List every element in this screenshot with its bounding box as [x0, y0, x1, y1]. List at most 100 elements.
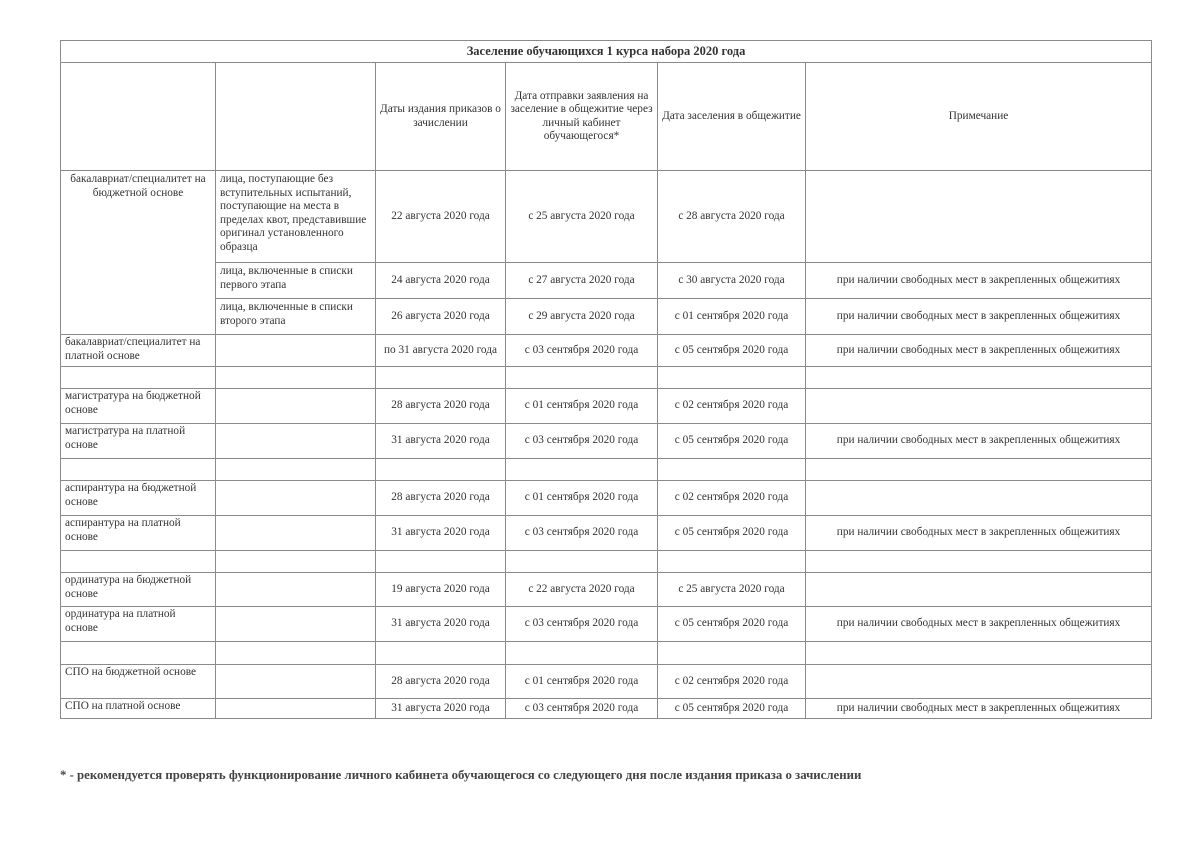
order-date-cell: 31 августа 2020 года: [375, 698, 506, 719]
note-cell: при наличии свободных мест в закрепленны…: [804, 698, 1153, 719]
order-date-cell: 22 августа 2020 года: [375, 170, 506, 263]
category-cell: бакалавриат/специалитет на бюджетной осн…: [60, 170, 216, 335]
empty-cell: [215, 366, 376, 389]
note-cell: при наличии свободных мест в закрепленны…: [804, 423, 1153, 459]
empty-cell: [804, 641, 1153, 665]
note-cell: при наличии свободных мест в закрепленны…: [804, 515, 1153, 551]
category-cell: ординатура на платной основе: [60, 606, 216, 642]
empty-cell: [505, 550, 658, 573]
empty-cell: [657, 641, 806, 665]
table-row: бакалавриат/специалитет на платной основ…: [60, 334, 1153, 367]
subcategory-cell: [215, 515, 376, 551]
apply-date-cell: с 29 августа 2020 года: [505, 298, 658, 335]
move-date-cell: с 05 сентября 2020 года: [657, 515, 806, 551]
empty-cell: [215, 641, 376, 665]
order-date-cell: 19 августа 2020 года: [375, 572, 506, 607]
table-row: магистратура на платной основе 31 августа…: [60, 423, 1153, 459]
empty-cell: [60, 641, 216, 665]
note-cell: при наличии свободных мест в закрепленны…: [804, 298, 1153, 335]
empty-cell: [804, 458, 1153, 481]
empty-cell: [804, 366, 1153, 389]
move-date-cell: с 02 сентября 2020 года: [657, 664, 806, 699]
subcategory-cell: лица, включенные в списки второго этапа: [215, 298, 376, 335]
move-date-cell: с 05 сентября 2020 года: [657, 334, 806, 367]
table-row: СПО на платной основе 31 августа 2020 год…: [60, 698, 1153, 719]
move-date-cell: с 01 сентября 2020 года: [657, 298, 806, 335]
category-cell: СПО на бюджетной основе: [60, 664, 216, 699]
apply-date-cell: с 03 сентября 2020 года: [505, 423, 658, 459]
housing-schedule-table: Заселение обучающихся 1 курса набора 202…: [59, 40, 1153, 719]
empty-cell: [657, 550, 806, 573]
category-cell: ординатура на бюджетной основе: [60, 572, 216, 607]
empty-cell: [60, 366, 216, 389]
empty-cell: [505, 366, 658, 389]
empty-cell: [375, 458, 506, 481]
order-date-cell: 31 августа 2020 года: [375, 606, 506, 642]
apply-date-cell: с 01 сентября 2020 года: [505, 664, 658, 699]
empty-cell: [657, 366, 806, 389]
empty-row: [60, 366, 1153, 389]
column-header: [215, 62, 376, 171]
empty-cell: [215, 550, 376, 573]
category-cell: аспирантура на платной основе: [60, 515, 216, 551]
category-cell: магистратура на платной основе: [60, 423, 216, 459]
empty-cell: [804, 550, 1153, 573]
apply-date-cell: с 01 сентября 2020 года: [505, 388, 658, 424]
category-cell: аспирантура на бюджетной основе: [60, 480, 216, 516]
table-row: аспирантура на платной основе 31 августа …: [60, 515, 1153, 551]
empty-cell: [215, 458, 376, 481]
subcategory-cell: [215, 388, 376, 424]
order-date-cell: 28 августа 2020 года: [375, 480, 506, 516]
column-header-note: Примечание: [804, 62, 1153, 171]
empty-cell: [60, 550, 216, 573]
empty-cell: [505, 458, 658, 481]
apply-date-cell: с 27 августа 2020 года: [505, 262, 658, 299]
note-cell: [804, 572, 1153, 607]
empty-cell: [375, 641, 506, 665]
order-date-cell: 31 августа 2020 года: [375, 515, 506, 551]
order-date-cell: 24 августа 2020 года: [375, 262, 506, 299]
order-date-cell: 26 августа 2020 года: [375, 298, 506, 335]
order-date-cell: по 31 августа 2020 года: [375, 334, 506, 367]
empty-row: [60, 641, 1153, 665]
apply-date-cell: с 03 сентября 2020 года: [505, 515, 658, 551]
empty-cell: [505, 641, 658, 665]
subcategory-cell: [215, 423, 376, 459]
subcategory-cell: [215, 334, 376, 367]
empty-cell: [375, 550, 506, 573]
subcategory-cell: [215, 606, 376, 642]
table-row: ординатура на платной основе 31 августа 2…: [60, 606, 1153, 642]
table-title-row: Заселение обучающихся 1 курса набора 202…: [59, 40, 1153, 63]
table-row: лица, включенные в списки первого этапа …: [61, 262, 1153, 299]
table-row: аспирантура на бюджетной основе 28 август…: [60, 480, 1153, 516]
order-date-cell: 31 августа 2020 года: [375, 423, 506, 459]
category-cell: магистратура на бюджетной основе: [60, 388, 216, 424]
table-title: Заселение обучающихся 1 курса набора 202…: [59, 40, 1153, 63]
apply-date-cell: с 03 сентября 2020 года: [505, 698, 658, 719]
column-header-move-date: Дата заселения в общежитие: [657, 62, 806, 171]
subcategory-cell: лица, включенные в списки первого этапа: [215, 262, 376, 299]
apply-date-cell: с 01 сентября 2020 года: [505, 480, 658, 516]
subcategory-cell: [215, 480, 376, 516]
column-header: [60, 62, 216, 171]
move-date-cell: с 02 сентября 2020 года: [657, 388, 806, 424]
apply-date-cell: с 22 августа 2020 года: [505, 572, 658, 607]
empty-cell: [60, 458, 216, 481]
move-date-cell: с 05 сентября 2020 года: [657, 423, 806, 459]
apply-date-cell: с 03 сентября 2020 года: [505, 334, 658, 367]
empty-cell: [375, 366, 506, 389]
subcategory-cell: лица, поступающие без вступительных испы…: [215, 170, 376, 263]
move-date-cell: с 05 сентября 2020 года: [657, 698, 806, 719]
apply-date-cell: с 03 сентября 2020 года: [505, 606, 658, 642]
column-header-order-dates: Даты издания приказов о зачислении: [375, 62, 506, 171]
category-cell: бакалавриат/специалитет на платной основ…: [60, 334, 216, 367]
note-cell: [804, 170, 1153, 263]
empty-row: [60, 458, 1153, 481]
move-date-cell: с 25 августа 2020 года: [657, 572, 806, 607]
table-header-row: Даты издания приказов о зачислении Дата …: [60, 62, 1153, 171]
column-header-apply-date: Дата отправки заявления на заселение в о…: [505, 62, 658, 171]
move-date-cell: с 05 сентября 2020 года: [657, 606, 806, 642]
category-cell: СПО на платной основе: [60, 698, 216, 719]
note-cell: [804, 388, 1153, 424]
note-cell: [804, 480, 1153, 516]
